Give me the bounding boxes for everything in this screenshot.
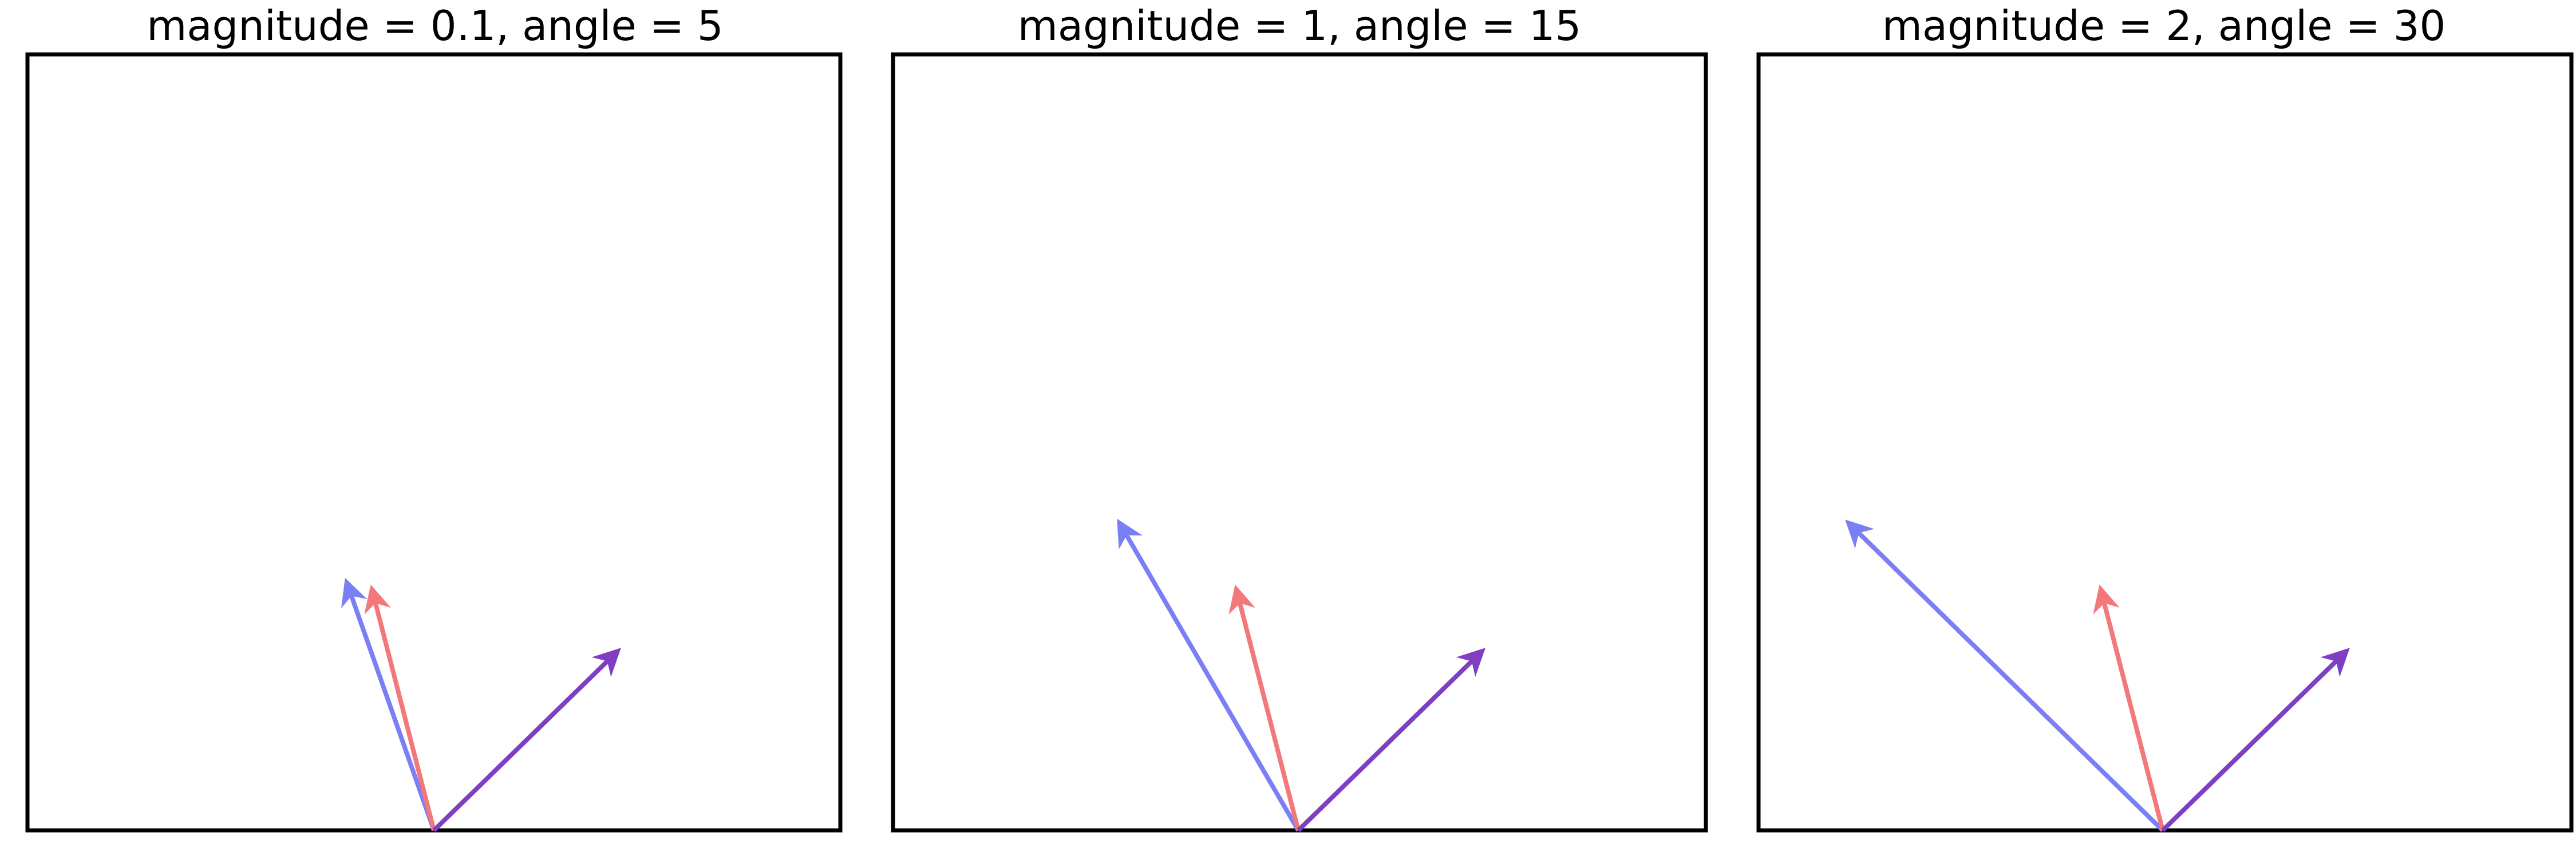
panel-2-purple-arrow [1297, 648, 1485, 832]
panel-3-title: magnitude = 2, angle = 30 [1882, 2, 2446, 50]
panel-1-title: magnitude = 0.1, angle = 5 [147, 2, 724, 50]
panel-3-red-arrow [2093, 584, 2165, 831]
panel-2-arrows [1117, 518, 1485, 832]
panel-3-frame [1756, 52, 2574, 833]
panel-2: magnitude = 1, angle = 15 [891, 2, 1708, 833]
panel-1-red-arrow [364, 584, 436, 831]
panel-1-frame [25, 52, 843, 833]
panel-1-blue-arrow [341, 577, 436, 832]
panel-2-title: magnitude = 1, angle = 15 [1018, 2, 1582, 50]
panel-1-purple-arrow [432, 648, 621, 832]
panel-2-red-arrow [1228, 584, 1301, 831]
panel-3-purple-arrow [2161, 648, 2350, 832]
panel-3-blue-arrow [1845, 519, 2164, 832]
panel-3: magnitude = 2, angle = 30 [1756, 2, 2574, 833]
panel-2-frame [891, 52, 1708, 833]
panel-1-arrows [341, 577, 621, 832]
panel-3-arrows [1845, 519, 2350, 832]
panel-2-blue-arrow [1117, 518, 1301, 832]
panel-1: magnitude = 0.1, angle = 5 [25, 2, 843, 833]
